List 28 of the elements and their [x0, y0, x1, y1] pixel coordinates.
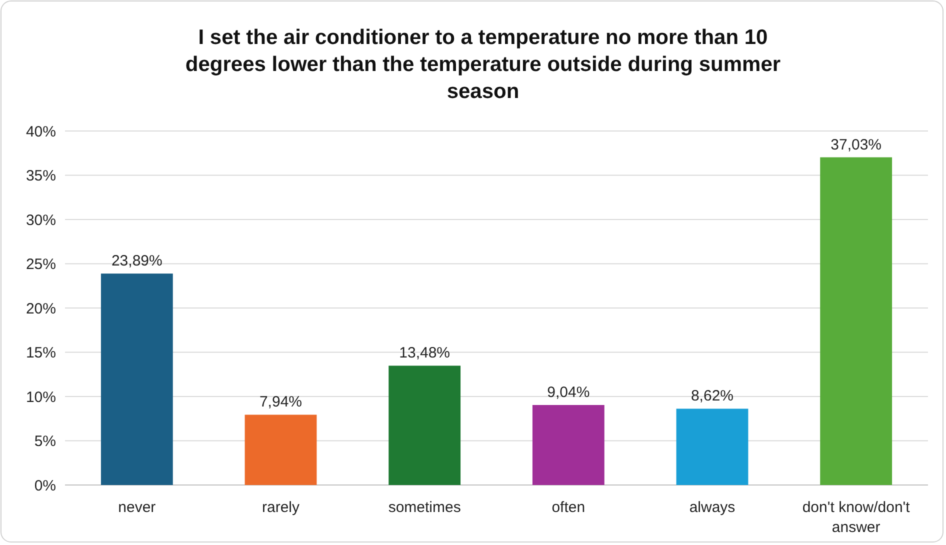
- y-tick-label: 25%: [26, 256, 56, 273]
- y-tick-label: 35%: [26, 168, 56, 184]
- data-label: 23,89%: [111, 252, 162, 270]
- bar: [532, 404, 604, 485]
- y-tick-label: 15%: [26, 344, 56, 362]
- bar: [820, 157, 892, 485]
- x-tick-label: don't know/don't answer: [802, 499, 911, 536]
- y-tick-label: 0%: [34, 477, 56, 494]
- data-label: 37,03%: [830, 136, 882, 154]
- x-tick-label: never: [118, 499, 156, 516]
- bar: [244, 414, 317, 485]
- y-tick-label: 5%: [34, 433, 56, 450]
- chart-title: I set the air conditioner to a temperature no more than 10 degrees lower than the temperature outside during summer season: [185, 26, 781, 103]
- y-tick-label: 20%: [26, 300, 56, 318]
- data-label: 13,48%: [399, 344, 450, 362]
- x-tick-label: always: [689, 499, 736, 516]
- y-tick-label: 10%: [26, 388, 56, 406]
- y-tick-label: 30%: [26, 212, 56, 229]
- bar: [676, 408, 748, 485]
- x-tick-label: rarely: [262, 499, 300, 516]
- data-label: 7,94%: [259, 394, 302, 411]
- bar: [388, 366, 461, 485]
- x-tick-label: often: [552, 499, 586, 516]
- data-label: 9,04%: [547, 384, 590, 401]
- data-label: 8,62%: [690, 388, 734, 405]
- bar: [100, 274, 173, 485]
- x-tick-label: sometimes: [388, 499, 461, 516]
- y-tick-label: 40%: [26, 123, 56, 140]
